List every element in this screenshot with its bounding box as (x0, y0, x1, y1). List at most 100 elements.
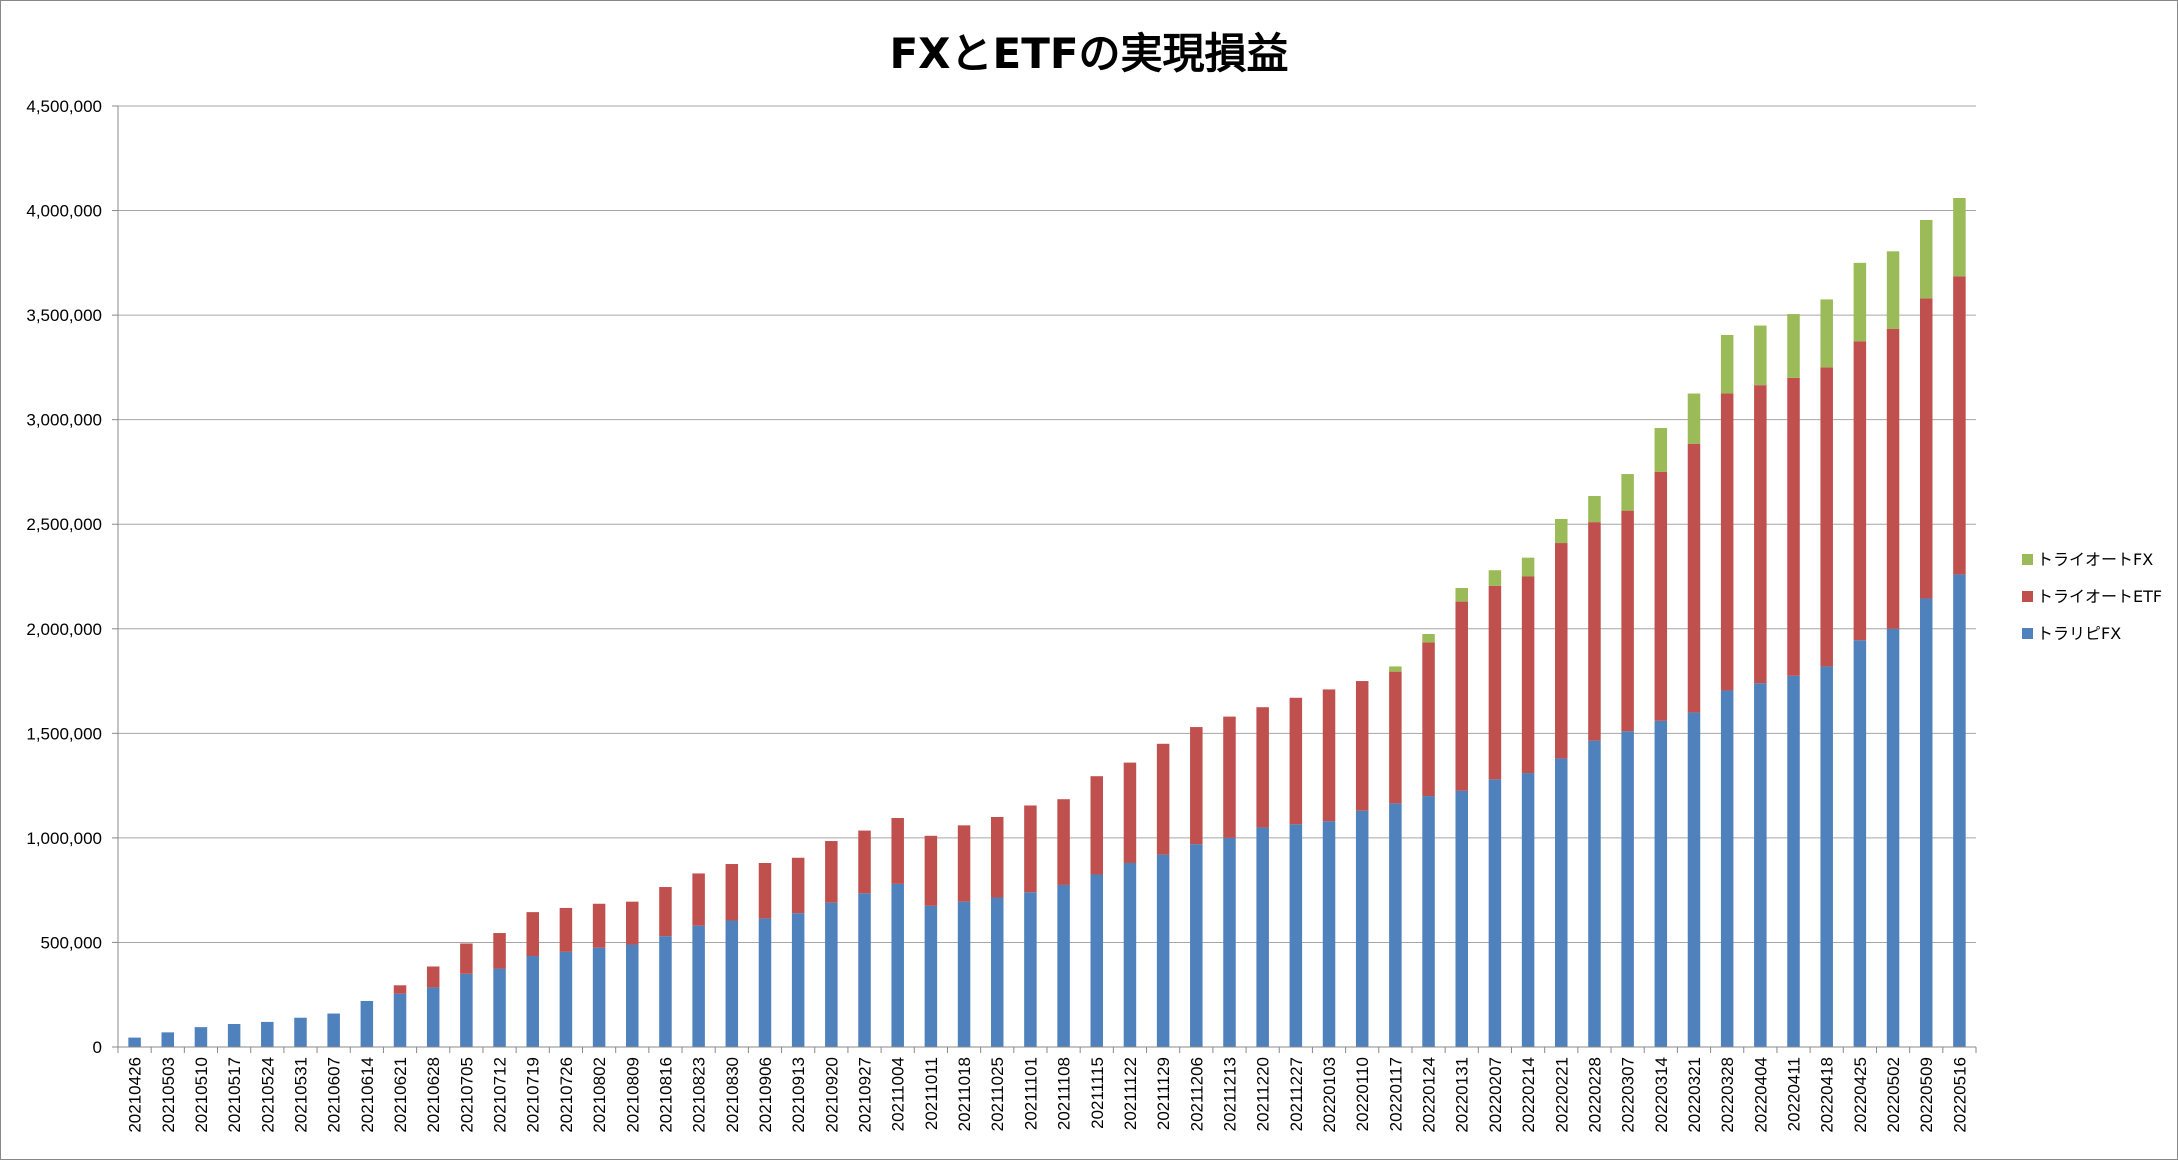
bar-segment-series-1 (758, 918, 772, 1047)
y-tick-labels: 0 500,000 1,000,000 1,500,000 2,000,000 2,500… (26, 97, 102, 1057)
bar-segment-series-1 (791, 913, 805, 1047)
x-tick-label: 20210607 (325, 1057, 344, 1133)
x-tick-label: 20210712 (491, 1057, 510, 1133)
bar-segment-series-1 (1787, 675, 1800, 1047)
bar-segment-series-2 (1156, 743, 1170, 855)
x-tick-label: 20211004 (889, 1057, 908, 1131)
bar-segment-series-2 (526, 912, 539, 957)
y-tick-label: 2,500,000 (26, 515, 102, 534)
x-tick-label: 20220502 (1884, 1057, 1903, 1133)
bar-segment-series-2 (924, 835, 938, 906)
bar-segment-series-1 (1754, 683, 1767, 1047)
x-tick-label: 20211220 (1254, 1057, 1273, 1131)
bar-segment-series-3 (1820, 299, 1833, 368)
x-tick-label: 20210719 (524, 1057, 543, 1133)
bar-segment-series-2 (1555, 543, 1568, 759)
bar-segment-series-1 (327, 1013, 340, 1047)
bar-segment-series-1 (1820, 666, 1833, 1047)
bar-segment-series-2 (626, 901, 639, 945)
y-tick-label: 4,500,000 (26, 97, 102, 116)
y-tick-label: 0 (93, 1038, 102, 1057)
bar-segment-series-1 (1654, 720, 1668, 1047)
bar-segment-series-3 (1455, 588, 1468, 602)
bar-segment-series-3 (1919, 219, 1933, 299)
bar-segment-series-2 (1289, 697, 1303, 825)
bar-segment-series-1 (1355, 810, 1369, 1047)
bar-segment-series-2 (1886, 328, 1900, 629)
bar-segment-series-3 (1853, 262, 1867, 342)
x-tick-label: 20211108 (1055, 1057, 1074, 1130)
x-tick-label: 20211129 (1154, 1057, 1173, 1130)
bar-segment-series-2 (493, 933, 506, 969)
bar-segment-series-2 (1190, 727, 1203, 845)
bar-segment-series-2 (1389, 671, 1402, 804)
bar-segment-series-3 (1621, 474, 1634, 511)
bar-segment-series-3 (1953, 198, 1966, 277)
axes (112, 105, 1977, 1053)
bar-segment-series-2 (1455, 601, 1468, 791)
bar-segment-series-1 (592, 947, 606, 1047)
y-tick-label: 4,000,000 (26, 202, 102, 221)
x-tick-label: 20220131 (1453, 1057, 1472, 1133)
bar-segment-series-1 (1322, 821, 1336, 1047)
bar-segment-series-3 (1787, 314, 1800, 378)
bar-segment-series-1 (393, 993, 407, 1047)
legend[interactable]: トライオートFX トライオートETF トラリピFX (2022, 550, 2162, 643)
x-tick-label: 20220110 (1353, 1057, 1372, 1131)
y-tick-label: 3,000,000 (26, 411, 102, 430)
bar-segment-series-2 (692, 873, 705, 926)
x-tick-label: 20210510 (192, 1057, 211, 1133)
bar-segment-series-2 (791, 857, 805, 914)
x-tick-label: 20220117 (1386, 1057, 1405, 1131)
bar-segment-series-1 (1156, 854, 1170, 1047)
legend-swatch (2022, 628, 2033, 639)
bar-segment-series-1 (1256, 827, 1269, 1047)
x-tick-label: 20220411 (1785, 1057, 1804, 1131)
bar-segment-series-1 (294, 1017, 307, 1047)
x-tick-label: 20211011 (922, 1057, 941, 1130)
bar-segment-series-2 (1754, 385, 1767, 684)
bar-segment-series-1 (1488, 779, 1502, 1047)
x-tick-label: 20220404 (1751, 1057, 1770, 1133)
bar-segment-series-3 (1588, 495, 1601, 523)
bar-segment-series-2 (725, 864, 739, 921)
bar-segment-series-1 (825, 902, 838, 1047)
bar-segment-series-1 (1588, 740, 1601, 1047)
bar-segment-series-2 (1654, 471, 1668, 721)
bar-segment-series-1 (990, 897, 1004, 1047)
bar-segment-series-2 (393, 985, 407, 994)
bar-segment-series-2 (825, 841, 838, 903)
x-tick-label: 20210503 (159, 1057, 178, 1133)
x-tick-label: 20211227 (1287, 1057, 1306, 1131)
x-tick-label: 20220221 (1552, 1057, 1571, 1133)
bar-segment-series-3 (1521, 557, 1535, 577)
bar-segment-series-1 (360, 1000, 374, 1047)
bar-segment-series-2 (592, 903, 606, 948)
bar-segment-series-1 (1953, 574, 1966, 1047)
bar-segment-series-2 (1422, 642, 1435, 797)
bar-segment-series-2 (1223, 716, 1236, 838)
x-tick-label: 20220425 (1851, 1057, 1870, 1133)
bar-segment-series-2 (1820, 367, 1833, 667)
bar-segment-series-1 (692, 925, 705, 1047)
bar-segment-series-1 (1919, 598, 1933, 1047)
x-tick-label: 20210913 (789, 1057, 808, 1133)
x-tick-labels: 20210426 20210503 20210510 20210517 20210524… (126, 1057, 1970, 1133)
bar-segment-series-1 (493, 968, 506, 1047)
x-tick-label: 20211206 (1187, 1057, 1206, 1131)
bar-segment-series-2 (891, 818, 904, 884)
x-tick-label: 20210621 (391, 1057, 410, 1133)
bar-segment-series-2 (1588, 522, 1601, 741)
x-tick-label: 20220516 (1950, 1057, 1969, 1133)
bar-segment-series-1 (1455, 790, 1468, 1047)
x-tick-label: 20220509 (1917, 1057, 1936, 1133)
legend-swatch (2022, 591, 2033, 602)
bar-segment-series-1 (725, 920, 739, 1047)
x-tick-label: 20210614 (358, 1057, 377, 1133)
legend-swatch (2022, 554, 2033, 565)
bar-segment-series-1 (1090, 874, 1104, 1047)
bar-segment-series-1 (426, 987, 440, 1047)
x-tick-label: 20211122 (1121, 1057, 1140, 1130)
bar-segment-series-1 (161, 1032, 175, 1047)
